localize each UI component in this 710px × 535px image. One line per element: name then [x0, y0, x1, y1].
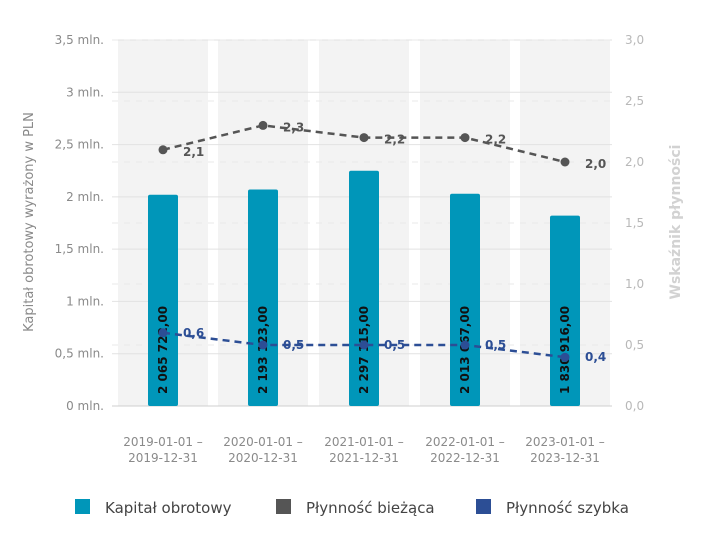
y-right-tick-label: 0,0 — [625, 399, 644, 413]
point-label: 2,2 — [485, 133, 506, 147]
y-left-tick-label: 1 mln. — [66, 294, 104, 308]
y-axis-left-label: Kapitał obrotowy wyrażony w PLN — [22, 112, 37, 332]
series-point — [560, 157, 570, 167]
series-point — [158, 145, 168, 155]
y-left-tick-label: 3,5 mln. — [55, 33, 104, 47]
y-right-tick-label: 2,0 — [625, 155, 644, 169]
series-point — [560, 352, 570, 362]
point-label: 0,5 — [283, 338, 304, 352]
bar-4 — [450, 193, 480, 406]
point-label: 0,5 — [485, 338, 506, 352]
legend-swatch — [476, 499, 491, 514]
bar-label-4: 2 013 667,00 — [458, 306, 472, 394]
point-label: 0,4 — [585, 350, 606, 364]
legend-swatch — [75, 499, 90, 514]
bar-label-2: 2 193 123,00 — [256, 306, 270, 394]
y-left-tick-label: 2 mln. — [66, 190, 104, 204]
series-point — [460, 340, 470, 350]
line-series-1: 2,1 2,3 2,2 2,2 2,0 — [158, 120, 606, 171]
bar-label-1: 2 065 722,00 — [156, 306, 170, 394]
line-series-2: 0,6 0,5 0,5 0,5 0,4 — [158, 326, 606, 364]
y-axis-left: 0 mln. 0,5 mln. 1 mln. 1,5 mln. 2 mln. 2,5 ml… — [55, 33, 104, 413]
series-point — [460, 133, 470, 143]
legend-label: Płynność bieżąca — [306, 499, 435, 517]
y-left-tick-label: 0,5 mln. — [55, 347, 104, 361]
point-label: 2,1 — [183, 145, 204, 159]
y-axis-right: 0,0 0,5 1,0 1,5 2,0 2,5 3,0 — [625, 33, 644, 413]
x-tick-label: 2022-01-01 –2022-12-31 — [425, 435, 505, 465]
bar-label-3: 2 297 115,00 — [357, 306, 371, 394]
y-axis-right-label: Wskaźnik płynności — [668, 145, 684, 300]
series-point — [158, 328, 168, 338]
series-point — [359, 340, 369, 350]
point-label: 0,5 — [384, 338, 405, 352]
y-left-tick-label: 3 mln. — [66, 85, 104, 99]
series-point — [359, 133, 369, 143]
y-left-tick-label: 2,5 mln. — [55, 138, 104, 152]
y-right-tick-label: 1,0 — [625, 277, 644, 291]
point-label: 2,2 — [384, 133, 405, 147]
legend-label: Płynność szybka — [506, 499, 629, 517]
bar-value-labels: 2 065 722,00 2 193 123,00 2 297 115,00 2 01… — [156, 306, 572, 394]
x-tick-label: 2020-01-01 –2020-12-31 — [223, 435, 303, 465]
x-axis: 2019-01-01 –2019-12-31 2020-01-01 –2020-1… — [123, 435, 605, 465]
line-series: 2,1 2,3 2,2 2,2 2,0 0,6 0,5 0,5 0,5 0,4 — [158, 120, 606, 364]
bar-5 — [550, 215, 580, 406]
x-tick-label: 2023-01-01 –2023-12-31 — [525, 435, 605, 465]
y-right-tick-label: 1,5 — [625, 216, 644, 230]
point-label: 2,3 — [283, 120, 304, 134]
legend-item-3: Płynność szybka — [476, 499, 629, 517]
bar-series — [148, 170, 580, 406]
bar-3 — [349, 170, 379, 406]
legend-item-2: Płynność bieżąca — [276, 499, 435, 517]
y-right-tick-label: 2,5 — [625, 94, 644, 108]
legend-swatch — [276, 499, 291, 514]
point-label: 0,6 — [183, 326, 204, 340]
bar-2 — [248, 189, 278, 406]
x-tick-label: 2021-01-01 –2021-12-31 — [324, 435, 404, 465]
x-tick-label: 2019-01-01 –2019-12-31 — [123, 435, 203, 465]
y-left-tick-label: 0 mln. — [66, 399, 104, 413]
y-right-tick-label: 3,0 — [625, 33, 644, 47]
series-point — [258, 120, 268, 130]
series-point — [258, 340, 268, 350]
point-label: 2,0 — [585, 157, 606, 171]
bar-label-5: 1 830 916,00 — [558, 306, 572, 394]
y-right-tick-label: 0,5 — [625, 338, 644, 352]
y-left-tick-label: 1,5 mln. — [55, 242, 104, 256]
legend-item-1: Kapitał obrotowy — [75, 499, 232, 517]
legend: Kapitał obrotowy Płynność bieżąca Płynność… — [75, 499, 629, 517]
legend-label: Kapitał obrotowy — [105, 499, 232, 517]
bar-1 — [148, 194, 178, 406]
series-line — [162, 331, 566, 359]
